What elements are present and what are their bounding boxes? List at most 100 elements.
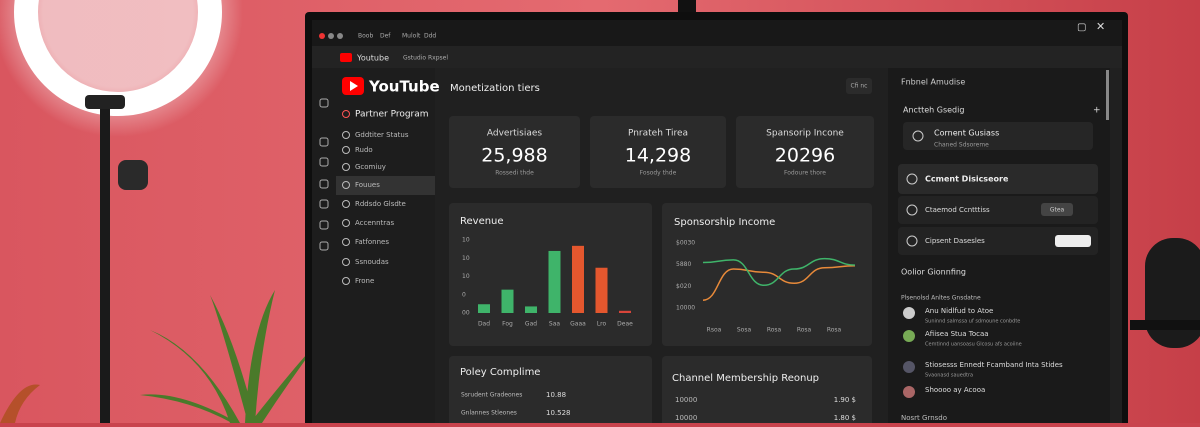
x-tick-label: Rosa: [827, 327, 842, 334]
stat-value: 14,298: [625, 145, 691, 167]
nav-item: Gcomiuy: [355, 163, 386, 171]
y-tick-label: 10: [462, 273, 470, 280]
y-tick-label: 5880: [676, 261, 691, 268]
x-tick-label: Lro: [597, 321, 607, 328]
nav-icon: [342, 131, 350, 139]
row-label: Ssrudent Gradeones: [461, 392, 522, 399]
y-tick-label: 10: [462, 255, 470, 262]
panel-section: Anctteh Gsedig: [903, 106, 964, 115]
panel-row: Ccment Disicseore: [925, 175, 1009, 184]
y-tick-label: $020: [676, 283, 691, 290]
card: [903, 122, 1093, 150]
panel-card-title: Cornent Gusiass: [934, 129, 999, 138]
card-icon: [912, 130, 924, 142]
card: [662, 203, 872, 346]
card: [736, 116, 874, 188]
nav-icon: [342, 277, 350, 285]
panel-row: Cipsent Dasesles: [925, 237, 985, 245]
url-text: Gstudio Rxpsel: [403, 55, 448, 62]
logo-text: YouTube: [368, 78, 440, 96]
add-icon: +: [1093, 106, 1101, 116]
logo-play: [350, 81, 358, 91]
x-tick-label: Gaaa: [570, 321, 586, 328]
light-glow: [0, 0, 243, 137]
x-tick-label: Deae: [617, 321, 633, 328]
row-label: 10000: [675, 396, 697, 404]
scrollbar: [1106, 70, 1109, 120]
card: [898, 227, 1098, 255]
tab-bar: [312, 20, 1122, 46]
y-tick-label: 0: [462, 291, 466, 298]
microphone: [1145, 238, 1200, 348]
y-tick-label: 10: [462, 237, 470, 244]
chart-title: Sponsorship Income: [674, 217, 775, 228]
bar: [619, 310, 631, 313]
card: [449, 356, 652, 427]
x-tick-label: Rsoa: [707, 327, 722, 334]
nav-item: Accenntras: [355, 219, 394, 227]
avatar: [903, 361, 915, 373]
avatar: [903, 307, 915, 319]
stand-knob: [118, 160, 148, 190]
bar: [478, 304, 490, 313]
list-title: Plsenolsd Anltes Gnsdatne: [901, 295, 981, 302]
nav-rail-icon: [319, 179, 329, 189]
close-icon[interactable]: ▢: [1077, 22, 1086, 33]
list-item: Anu Nidlfud to Atoe: [925, 307, 993, 315]
address-bar: [312, 46, 1122, 68]
nav-icon: [342, 163, 350, 171]
nav-icon: [342, 258, 350, 266]
stat-label: Pnrateh Tirea: [628, 129, 688, 139]
row-icon: [906, 173, 918, 185]
nav-item: Fouues: [355, 181, 380, 189]
close-icon[interactable]: ✕: [1096, 20, 1105, 33]
tab-label: Boob: [358, 33, 373, 40]
row-value: 1.80 $: [834, 414, 856, 422]
stat-value: 20296: [775, 145, 835, 167]
card-title: Poley Complime: [460, 367, 540, 378]
row-button[interactable]: [1041, 203, 1073, 216]
stat-sub: Fodoure thore: [784, 170, 826, 177]
chart-title: Revenue: [460, 216, 504, 227]
nav-item: Rddsdo Glsdte: [355, 200, 406, 208]
toggle: [1055, 235, 1091, 247]
nav-icon: [342, 146, 350, 154]
nav-item: Partner Program: [355, 110, 429, 120]
window-dot: [337, 33, 343, 39]
nav-item: Gddtiter Status: [355, 131, 409, 139]
nav-rail-icon: [319, 199, 329, 209]
sidebar-selected: [336, 176, 435, 195]
nav-icon: [342, 200, 350, 208]
stat-sub: Fosody thde: [640, 170, 677, 177]
x-tick-label: Gad: [525, 321, 537, 328]
stat-value: 25,988: [481, 145, 547, 167]
row-icon: [906, 235, 918, 247]
stat-label: Spansorip Incone: [766, 129, 844, 139]
x-tick-label: Dad: [478, 321, 490, 328]
site-label: Youtube: [356, 54, 389, 63]
nav-icon: [342, 219, 350, 227]
nav-rail-icon: [319, 157, 329, 167]
nav-item: Rudo: [355, 146, 373, 154]
bar: [501, 289, 514, 313]
y-tick-label: 00: [462, 310, 470, 317]
card: [898, 164, 1098, 194]
bar: [525, 306, 537, 313]
plant: [140, 290, 320, 423]
row-icon: [906, 204, 918, 216]
monitor-mount: [678, 0, 696, 12]
list-sub: Suninnd salmssa uf sdmoune conbdte: [925, 319, 1020, 325]
header-button[interactable]: [846, 78, 872, 94]
row-label: Gnlannes Stleones: [461, 410, 517, 417]
nav-rail-icon: [319, 137, 329, 147]
light-stand: [100, 100, 110, 423]
panel-section: Oolior Gionnfing: [901, 268, 966, 277]
panel-footer: Nosrt Grnsdo: [901, 414, 947, 422]
window-dot: [328, 33, 334, 39]
header-button-label: Cfi nc: [851, 83, 868, 90]
row-value: 10.528: [546, 409, 571, 417]
nav-icon: [342, 110, 350, 118]
list-sub: Cemtinnd uansoasu Glcosu afs acoiine: [925, 342, 1022, 348]
line: [702, 257, 856, 287]
